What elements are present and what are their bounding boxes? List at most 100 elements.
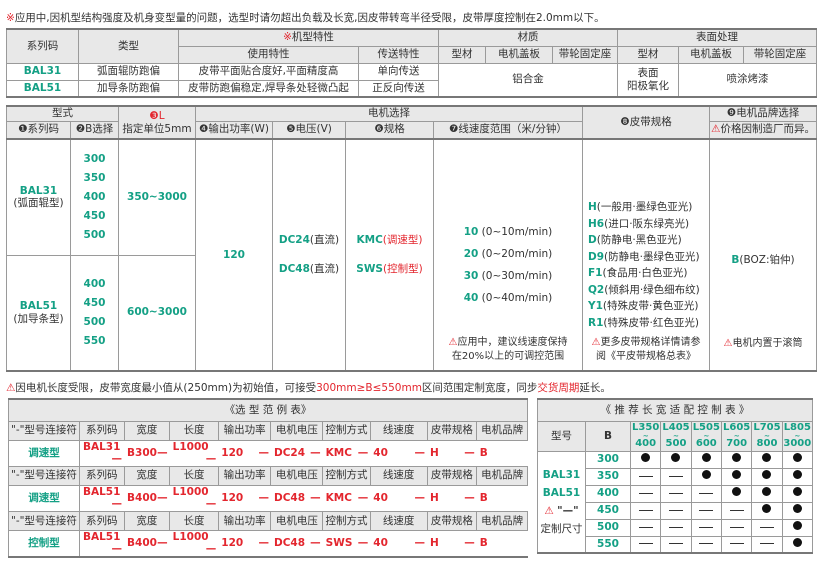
h-material: 材质 — [437, 28, 619, 47]
recommend-row: 400 — [538, 484, 814, 503]
b-option: 350 — [83, 171, 106, 184]
example-value: B400— — [124, 529, 170, 558]
fit-cell — [781, 450, 814, 469]
example-table: 《选 型 范 例 表》 "-"型号连接符 系列码 宽度 长度 输出功率 电机电压 控制方式 线速… — [8, 398, 528, 558]
column-header: 输出功率 — [217, 465, 272, 486]
option-desc: (直流) — [309, 234, 340, 246]
dash-icon — [699, 543, 714, 545]
example-value: L1000— — [169, 439, 219, 467]
custom-cell — [690, 484, 722, 503]
example-value: KMC — — [322, 484, 371, 512]
example-value: L1000— — [169, 484, 219, 512]
option-desc: (防静电·黑色亚光) — [596, 234, 682, 246]
warning-icon: ⚠ — [711, 123, 721, 136]
custom-cell — [720, 518, 753, 537]
h-mat-profile: 型材 — [438, 45, 486, 64]
example-value: 120 — — [218, 439, 271, 467]
h-surf-seat: 带轮固定座 — [743, 45, 818, 64]
connector-dash: — — [111, 543, 123, 556]
fit-cell — [781, 535, 814, 554]
column-header: 输出功率 — [217, 420, 272, 441]
range-sep: ~ — [673, 432, 679, 440]
custom-cell — [751, 535, 783, 554]
column-header: 线速度 — [369, 420, 428, 441]
brand-note-text: 价格因制造厂而异。 — [720, 123, 815, 136]
range-end: 500 — [665, 438, 687, 449]
example-row: 调速型 BAL51— B400— L1000—120— DC48— KMC —40— H — B — [8, 484, 528, 512]
L-range: 600~3000 — [118, 254, 196, 372]
option-code: DC48 — [278, 263, 310, 275]
column-header: 长度 — [169, 465, 219, 486]
range-end: 600 — [695, 438, 717, 449]
option-code: 10 — [463, 226, 479, 238]
example-type: 调速型 — [8, 484, 80, 512]
custom-mark: ⚠ "—" — [539, 502, 585, 520]
column-header: "-"型号连接符 — [8, 420, 80, 441]
spec-table: 系列码 类型 ※机型特性 材质 表面处理 使用特性 传送特性 型材 电机盖板 带… — [6, 28, 818, 98]
custom-cell — [629, 467, 662, 486]
range-sep: ~ — [794, 432, 801, 440]
column-header: 电机品牌 — [476, 465, 528, 486]
dot-icon — [701, 453, 711, 463]
connector-dash: — — [205, 498, 217, 511]
length-range: L605 ~700 — [720, 420, 753, 452]
column-header: 皮带规格 — [426, 465, 478, 486]
custom-label: 定制尺寸 — [540, 522, 583, 535]
option-code: Y1 — [588, 300, 603, 312]
use: 皮带防跑偏稳定,焊导条处轻微凸起 — [178, 79, 359, 98]
example-value: SWS — — [322, 529, 371, 558]
recommend-row: 500 — [538, 518, 814, 537]
custom-cell — [660, 467, 692, 486]
belt-note-text: 更多皮带规格详情请参 阅《平皮带规格总表》 — [596, 337, 701, 362]
type: 加导条防跑偏 — [78, 79, 179, 98]
belt-option: H(一般用·墨绿色亚光) — [588, 199, 709, 216]
dot-icon — [792, 470, 802, 480]
material: 铝合金 — [437, 62, 619, 98]
custom-cell — [660, 518, 692, 537]
belt-note: ⚠更多皮带规格详情请参 阅《平皮带规格总表》 — [584, 336, 709, 364]
h-brand-note: ⚠价格因制造厂而异。 — [709, 120, 817, 140]
b-value: 450 — [585, 501, 631, 520]
option-desc: (0~40m/min) — [481, 292, 553, 304]
brand-desc: (BOZ:铂仲) — [739, 253, 795, 266]
value-text: H — [430, 537, 439, 550]
b-option: 400 — [83, 277, 106, 290]
connector-dash: — — [205, 543, 217, 556]
example-value: H — — [427, 529, 477, 558]
option-desc: (一般用·墨绿色亚光) — [596, 201, 693, 213]
warning-icon: ⚠ — [6, 382, 16, 394]
option-desc: (进口·阪东绿亮光) — [604, 217, 690, 230]
value-text: BAL51 — [82, 485, 121, 498]
b-options: 400 450 500 550 — [70, 254, 119, 372]
h-series: 系列码 — [6, 28, 79, 64]
series-code: BAL51 — [6, 79, 79, 98]
dot-icon — [671, 453, 681, 463]
connector-dash: — — [464, 537, 475, 550]
example-row: 控制型 BAL51— B400— L1000—120— DC48— SWS —40— H — B — [8, 529, 528, 558]
dot-icon — [762, 504, 772, 514]
connector-dash: — — [157, 446, 168, 459]
table-row: BAL51 加导条防跑偏 皮带防跑偏稳定,焊导条处轻微凸起 正反向传送 — [6, 79, 817, 98]
note-part: 区间范围定制宽度，同步 — [421, 382, 538, 394]
option-code: R1 — [588, 316, 604, 329]
speed-option: 20 (0~20m/min) — [435, 243, 582, 265]
model-table: 型式 ❸L 指定单位5mm 电机选择 ❽皮带规格 ❾电机品牌选择 ❶系列码 ❷B选… — [6, 105, 817, 372]
use: 皮带平面贴合度好,平面精度高 — [178, 62, 359, 81]
connector-dash: — — [111, 498, 123, 511]
range-start: L405 — [662, 422, 690, 433]
dash-icon — [638, 526, 653, 528]
option-code: H6 — [588, 217, 605, 230]
b-options: 300 350 400 450 500 — [70, 138, 119, 256]
example-value: B — [476, 529, 528, 558]
h-surface: 表面处理 — [617, 28, 818, 47]
length-range: L405 ~500 — [660, 420, 692, 452]
custom-cell — [751, 518, 783, 537]
value-text: L1000 — [172, 440, 209, 453]
note-mark: ※ — [6, 12, 15, 24]
dash-icon — [638, 492, 653, 494]
custom-cell — [629, 535, 662, 554]
example-value: H — — [427, 439, 477, 467]
value-text: DC48 — [273, 491, 306, 504]
custom-cell — [660, 535, 692, 554]
fit-cell — [781, 518, 814, 537]
